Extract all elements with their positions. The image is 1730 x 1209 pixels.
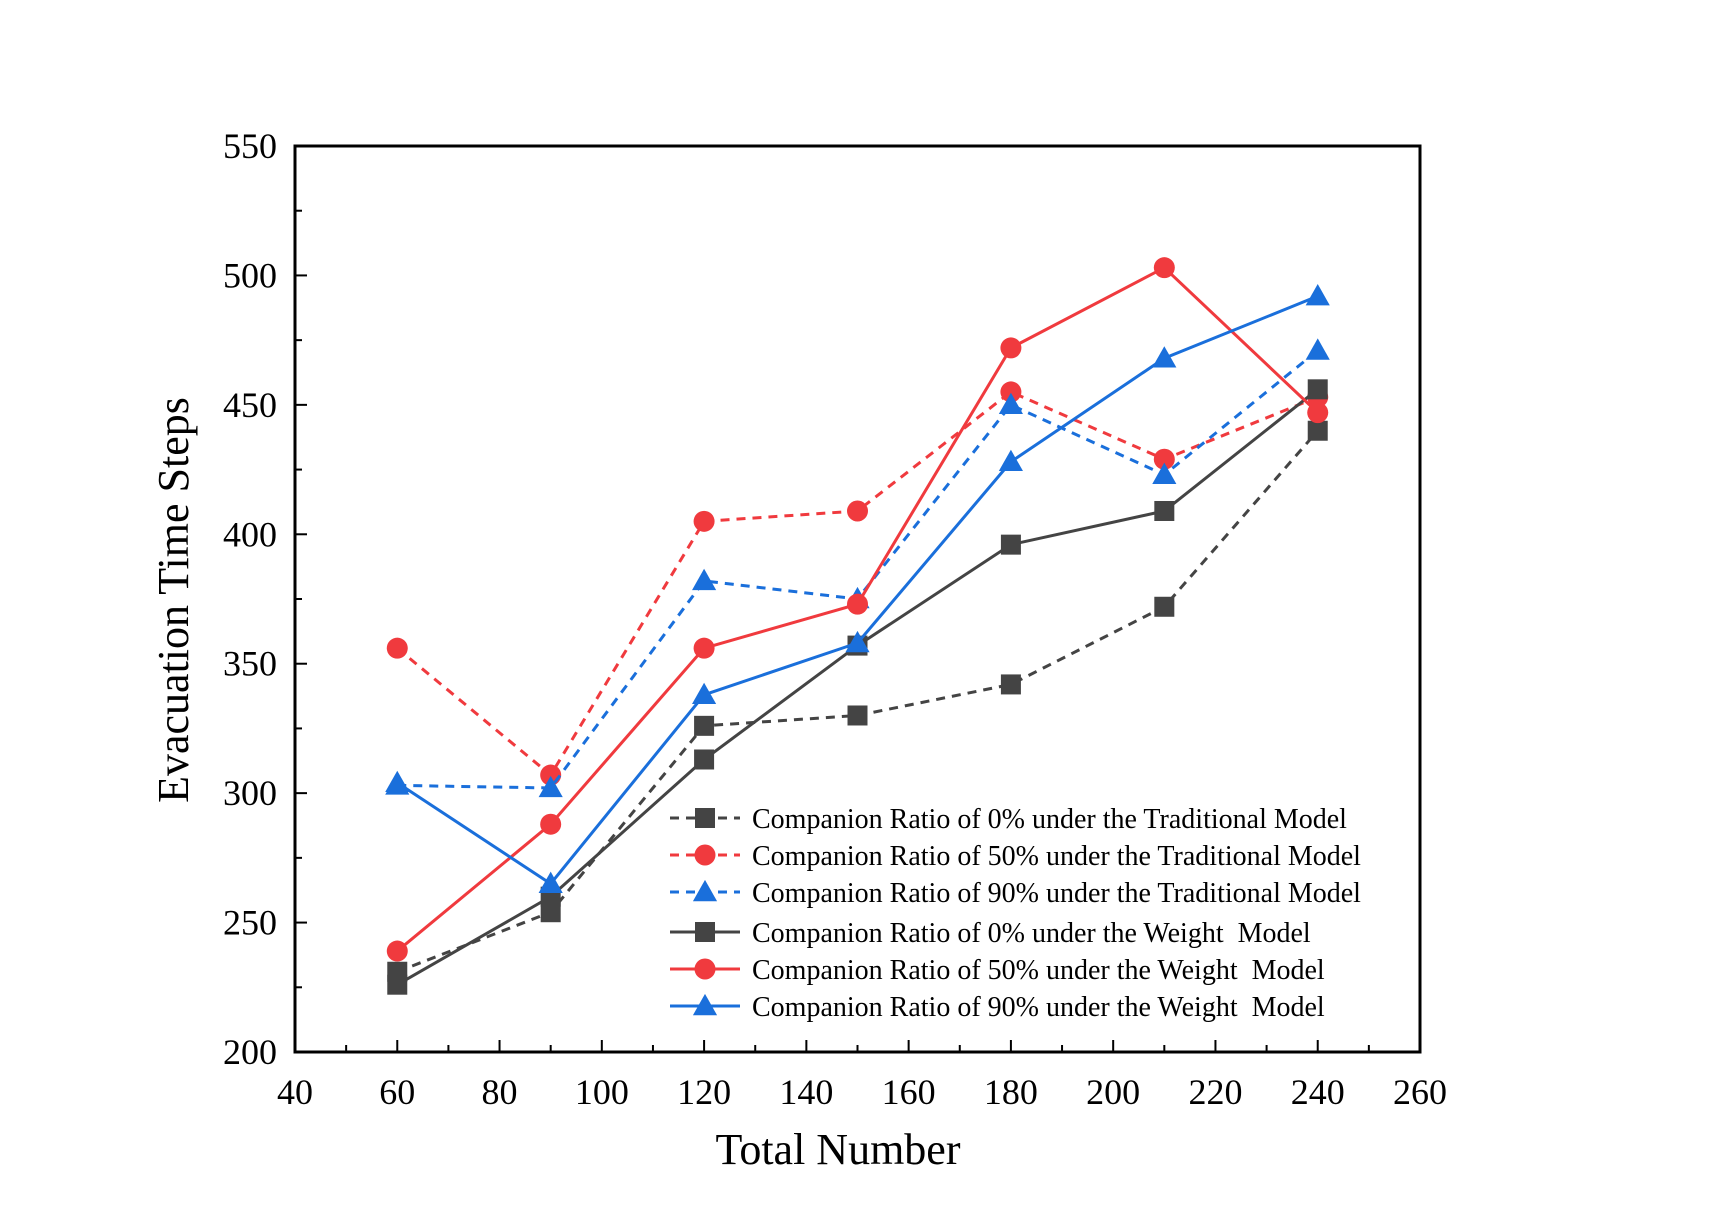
legend-item: Companion Ratio of 50% under the Traditi… (670, 841, 1361, 872)
x-axis-label: Total Number (716, 1125, 961, 1174)
legend-label: Companion Ratio of 0% under the Weight M… (752, 918, 1311, 949)
x-tick-label: 100 (575, 1072, 629, 1112)
y-tick-label: 400 (223, 514, 277, 554)
legend-label: Companion Ratio of 50% under the Weight … (752, 955, 1325, 986)
data-point (998, 392, 1023, 415)
data-point (1000, 381, 1022, 403)
data-point (1307, 379, 1328, 400)
data-point (538, 871, 563, 893)
data-point (693, 510, 715, 532)
series-6 (385, 284, 1330, 893)
legend: Companion Ratio of 0% under the Traditio… (670, 804, 1361, 1023)
data-point (538, 775, 563, 798)
x-tick-label: 80 (482, 1072, 518, 1112)
legend-item: Companion Ratio of 90% under the Traditi… (670, 878, 1361, 909)
legend-item: Companion Ratio of 0% under the Traditio… (670, 804, 1347, 835)
data-point (1305, 338, 1330, 360)
legend-label: Companion Ratio of 0% under the Traditio… (752, 804, 1347, 835)
x-tick-label: 220 (1188, 1072, 1242, 1112)
data-point (1305, 284, 1330, 306)
x-tick-label: 180 (984, 1072, 1038, 1112)
data-point (386, 637, 408, 659)
legend-marker (695, 808, 715, 828)
data-point (694, 749, 715, 770)
plot-frame (293, 144, 1422, 1054)
data-point (847, 593, 868, 615)
data-point (1000, 674, 1021, 695)
series-1 (387, 420, 1328, 982)
y-axis-label: Evacuation Time Steps (149, 397, 198, 803)
data-point (692, 568, 717, 591)
data-point (1153, 448, 1175, 470)
data-point (1154, 596, 1175, 617)
data-point (1153, 257, 1175, 279)
x-tick-label: 160 (882, 1072, 936, 1112)
legend-marker (692, 993, 718, 1016)
y-tick-label: 450 (223, 385, 277, 425)
x-tick-label: 120 (677, 1072, 731, 1112)
y-tick-label: 200 (223, 1032, 277, 1072)
data-point (540, 902, 561, 923)
tick-labels: 40 60 80 100 120 140 160 180 200 220 240 260 200 250 3… (223, 126, 1447, 1112)
legend-item: Companion Ratio of 0% under the Weight M… (670, 918, 1311, 949)
data-point (694, 715, 715, 736)
x-tick-label: 140 (779, 1072, 833, 1112)
legend-marker (694, 958, 716, 980)
data-point (845, 630, 870, 653)
data-point (1154, 500, 1175, 521)
data-point (693, 637, 715, 659)
series-3 (385, 338, 1330, 798)
series-5 (386, 257, 1329, 962)
y-tick-label: 500 (223, 255, 277, 295)
legend-label: Companion Ratio of 50% under the Traditi… (752, 841, 1361, 872)
x-tick-label: 260 (1393, 1072, 1447, 1112)
x-tick-label: 200 (1086, 1072, 1140, 1112)
y-tick-label: 350 (223, 644, 277, 684)
data-point (692, 682, 717, 704)
data-point (1307, 402, 1329, 424)
data-point (1000, 337, 1022, 359)
x-tick-label: 60 (379, 1072, 415, 1112)
y-tick-label: 250 (223, 903, 277, 943)
legend-marker (694, 844, 716, 866)
legend-label: Companion Ratio of 90% under the Weight … (752, 992, 1325, 1023)
data-point (1152, 462, 1177, 484)
legend-item: Companion Ratio of 50% under the Weight … (670, 955, 1325, 986)
legend-label: Companion Ratio of 90% under the Traditi… (752, 878, 1361, 909)
legend-marker (695, 922, 715, 942)
series-layer (385, 257, 1330, 995)
y-tick-label: 300 (223, 773, 277, 813)
data-point (998, 449, 1023, 472)
data-point (540, 813, 562, 835)
data-point (1152, 346, 1177, 368)
legend-marker (692, 879, 718, 902)
data-point (386, 940, 408, 962)
data-point (1000, 534, 1021, 555)
data-point (847, 705, 868, 726)
x-tick-label: 40 (277, 1072, 313, 1112)
data-point (385, 770, 410, 792)
data-point (847, 500, 868, 522)
x-tick-label: 240 (1291, 1072, 1345, 1112)
y-tick-label: 550 (223, 126, 277, 166)
data-point (387, 974, 408, 995)
data-point (1307, 420, 1328, 441)
legend-item: Companion Ratio of 90% under the Weight … (670, 992, 1325, 1023)
